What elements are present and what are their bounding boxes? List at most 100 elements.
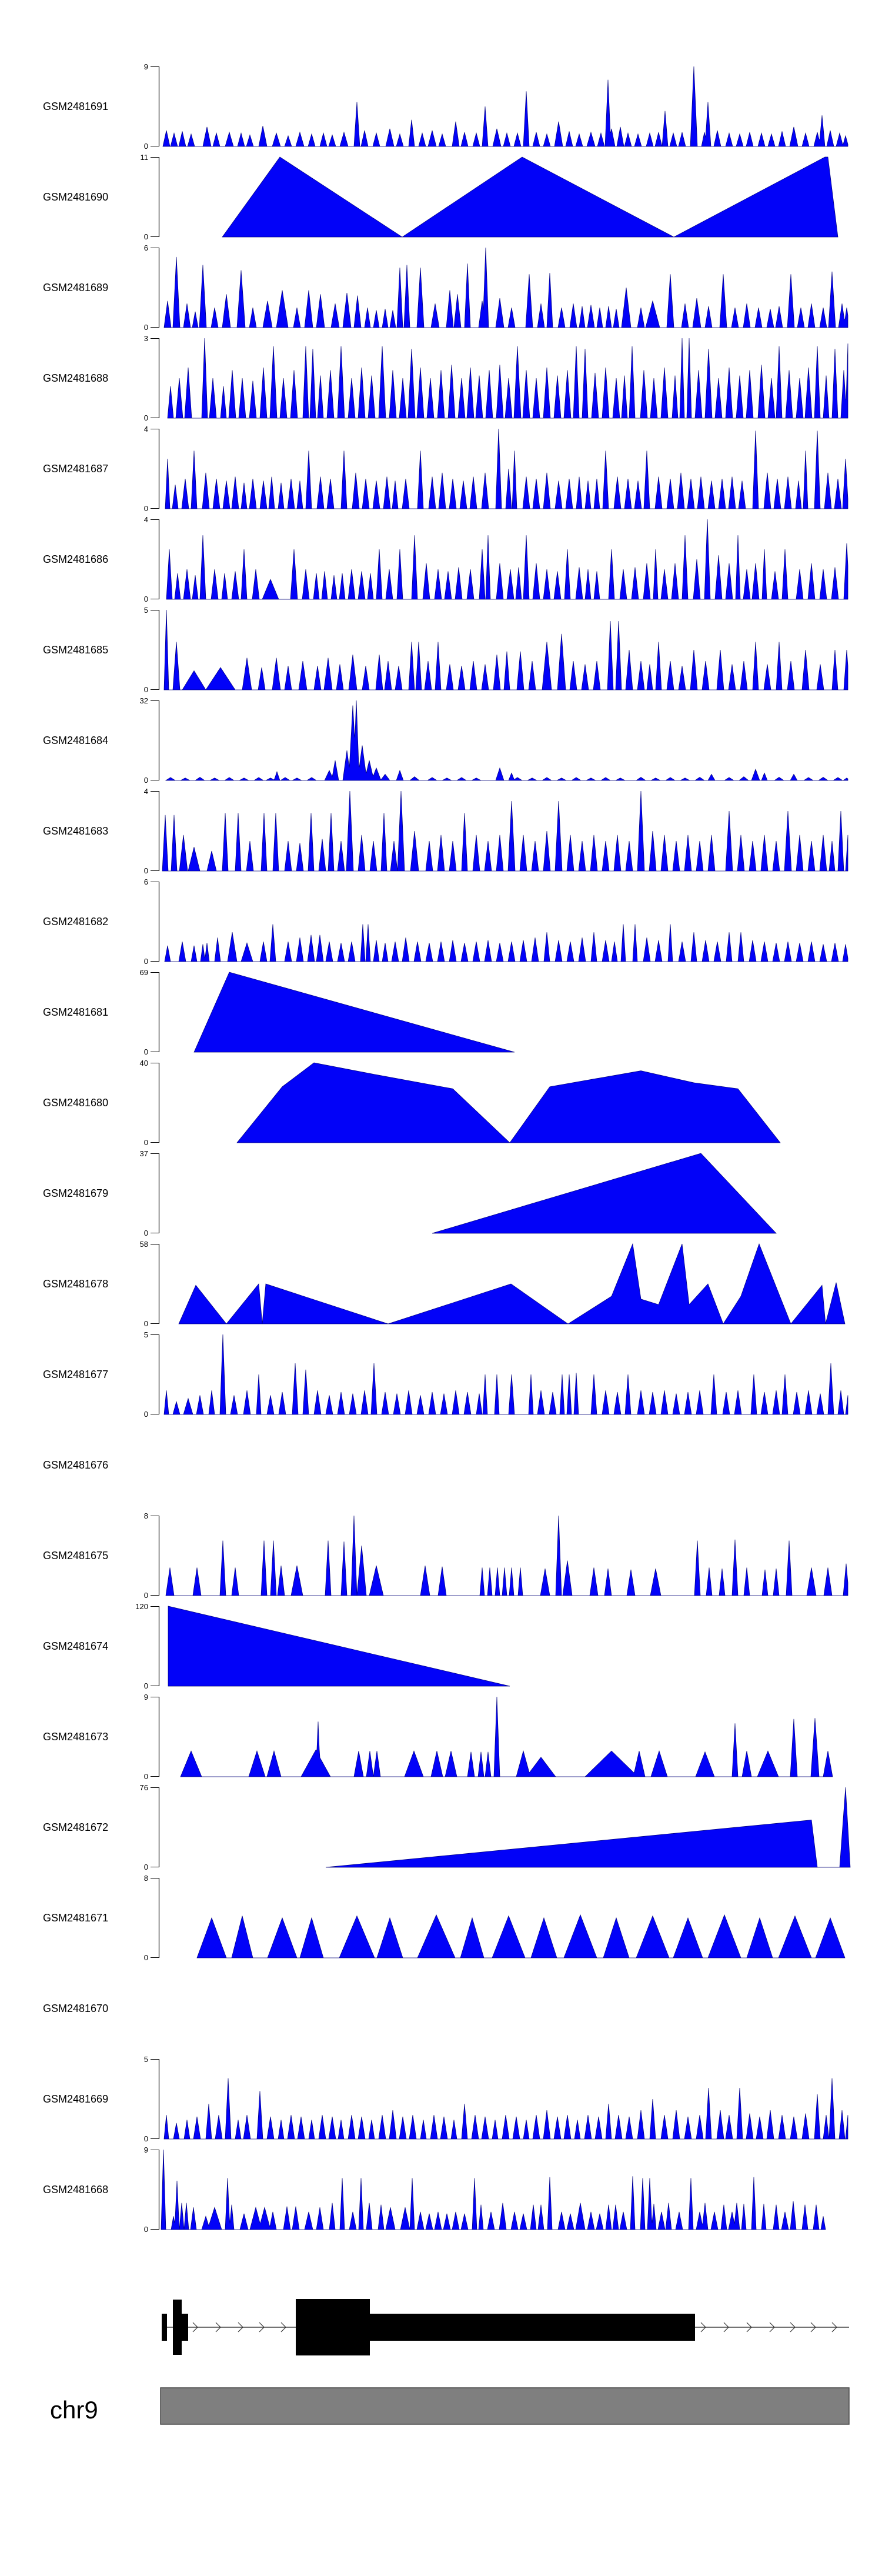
signal-area	[165, 700, 848, 781]
track-label: GSM2481684	[43, 735, 108, 746]
y-axis-max-label: 5	[144, 606, 148, 615]
y-axis-max-label: 32	[140, 696, 148, 705]
track-GSM2481686: GSM2481686 4 0	[43, 515, 848, 603]
y-axis-zero-label: 0	[144, 866, 148, 875]
chromosome-label: chr9	[50, 2396, 98, 2424]
y-axis-max-label: 6	[144, 243, 148, 252]
track-label: GSM2481685	[43, 644, 108, 656]
y-axis-zero-label: 0	[144, 595, 148, 603]
strand-arrow-icon	[700, 2322, 706, 2333]
track-label: GSM2481691	[43, 101, 108, 112]
strand-arrow-icon	[790, 2322, 796, 2333]
y-axis-max-label: 4	[144, 515, 148, 524]
y-axis-max-label: 69	[140, 968, 148, 977]
track-GSM2481673: GSM2481673 9 0	[43, 1693, 833, 1781]
y-axis-zero-label: 0	[144, 957, 148, 966]
signal-area	[222, 156, 838, 238]
track-label: GSM2481676	[43, 1459, 108, 1471]
signal-area	[168, 1606, 510, 1687]
strand-arrow-icon	[192, 2322, 198, 2333]
track-GSM2481687: GSM2481687 4 0	[43, 425, 848, 513]
track-label: GSM2481678	[43, 1278, 108, 1290]
y-axis-zero-label: 0	[144, 323, 148, 332]
y-axis-max-label: 9	[144, 2145, 148, 2154]
track-GSM2481684: GSM2481684 32 0	[43, 696, 848, 785]
y-axis-zero-label: 0	[144, 142, 148, 151]
strand-arrow-icon	[259, 2322, 265, 2333]
signal-area	[178, 1243, 846, 1324]
y-axis-max-label: 8	[144, 1511, 148, 1520]
track-label: GSM2481681	[43, 1006, 108, 1018]
y-axis-max-label: 4	[144, 787, 148, 796]
track-GSM2481677: GSM2481677 5 0	[43, 1330, 848, 1419]
strand-arrow-icon	[831, 2322, 837, 2333]
gene-exon-thin	[162, 2314, 167, 2341]
signal-area	[162, 790, 848, 872]
track-label: GSM2481687	[43, 463, 108, 475]
y-axis-max-label: 5	[144, 1330, 148, 1339]
y-axis-max-label: 6	[144, 877, 148, 886]
y-axis-zero-label: 0	[144, 1319, 148, 1328]
y-axis-zero-label: 0	[144, 504, 148, 513]
signal-area	[164, 924, 848, 962]
y-axis-zero-label: 0	[144, 1681, 148, 1690]
track-GSM2481680: GSM2481680 40 0	[43, 1059, 781, 1147]
y-axis-max-label: 76	[140, 1783, 148, 1792]
track-GSM2481678: GSM2481678 58 0	[43, 1240, 846, 1328]
y-axis-max-label: 11	[141, 153, 149, 162]
y-axis-zero-label: 0	[144, 1410, 148, 1419]
y-axis-zero-label: 0	[144, 776, 148, 785]
signal-area	[193, 972, 515, 1053]
signal-area	[196, 1914, 846, 1958]
track-GSM2481672: GSM2481672 76 0	[43, 1783, 851, 1871]
y-axis-max-label: 37	[140, 1149, 148, 1158]
y-axis-zero-label: 0	[144, 1047, 148, 1056]
track-label: GSM2481688	[43, 372, 108, 384]
track-GSM2481671: GSM2481671 8 0	[43, 1874, 846, 1962]
signal-area	[161, 2149, 826, 2230]
gene-exon-tall	[296, 2299, 370, 2355]
signal-area	[165, 1515, 848, 1596]
track-label: GSM2481675	[43, 1550, 108, 1561]
track-label: GSM2481671	[43, 1912, 108, 1924]
track-GSM2481676: GSM2481676	[43, 1459, 108, 1471]
gene-model-track	[162, 2299, 849, 2355]
y-axis-zero-label: 0	[144, 1591, 148, 1600]
signal-area	[163, 247, 848, 328]
gene-exon-tall	[173, 2300, 182, 2355]
ideogram-bar	[160, 2387, 850, 2425]
track-label: GSM2481668	[43, 2184, 108, 2195]
track-GSM2481690: GSM2481690 11 0	[43, 153, 838, 241]
signal-area	[163, 1334, 848, 1415]
track-GSM2481688: GSM2481688 3 0	[43, 334, 848, 422]
signal-area	[166, 519, 848, 600]
track-GSM2481669: GSM2481669 5 0	[43, 2055, 848, 2143]
strand-arrow-icon	[810, 2322, 816, 2333]
track-label: GSM2481682	[43, 916, 108, 927]
signal-area	[165, 428, 848, 509]
y-axis-max-label: 5	[144, 2055, 148, 2064]
signal-area	[432, 1153, 777, 1234]
track-label: GSM2481679	[43, 1187, 108, 1199]
signal-area	[163, 609, 848, 690]
track-GSM2481691: GSM2481691 9 0	[43, 62, 848, 151]
signal-area	[325, 1787, 851, 1868]
y-axis-zero-label: 0	[144, 685, 148, 694]
y-axis-zero-label: 0	[144, 1229, 148, 1237]
track-label: GSM2481672	[43, 1821, 108, 1833]
track-GSM2481674: GSM2481674 120 0	[43, 1602, 510, 1690]
strand-arrow-icon	[746, 2322, 752, 2333]
strand-arrow-icon	[769, 2322, 775, 2333]
y-axis-zero-label: 0	[144, 1772, 148, 1781]
y-axis-zero-label: 0	[144, 1863, 148, 1871]
track-GSM2481679: GSM2481679 37 0	[43, 1149, 777, 1237]
track-GSM2481685: GSM2481685 5 0	[43, 606, 848, 694]
signal-area	[163, 2078, 848, 2140]
track-label: GSM2481674	[43, 1640, 108, 1652]
strand-arrow-icon	[238, 2322, 243, 2333]
track-label: GSM2481673	[43, 1731, 108, 1743]
ideogram-track: chr9	[50, 2387, 850, 2425]
track-GSM2481668: GSM2481668 9 0	[43, 2145, 826, 2234]
